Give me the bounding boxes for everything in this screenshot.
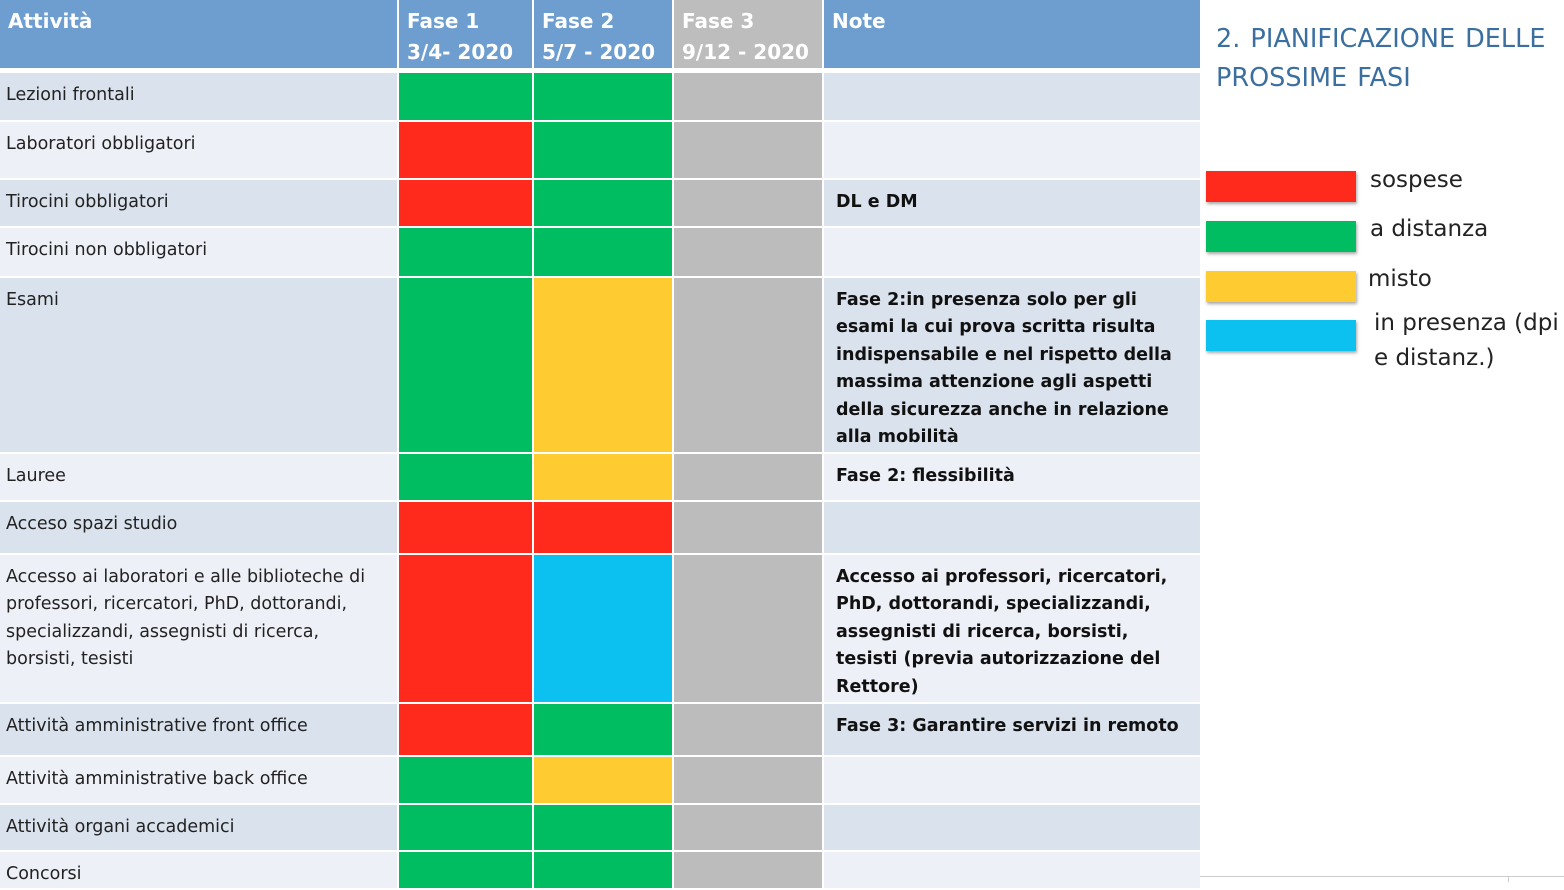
fase-1-status-cell	[398, 120, 534, 180]
fase-2-status-cell	[533, 276, 674, 454]
fase-3-status-cell	[673, 226, 824, 278]
table-row: Lezioni frontali	[0, 70, 1200, 122]
activity-cell: Esami	[0, 276, 399, 454]
fase-1-status-cell	[398, 553, 534, 704]
table-row: Concorsi	[0, 850, 1200, 890]
activity-cell: Attività amministrative back office	[0, 755, 399, 805]
note-cell: Accesso ai professori, ricercatori, PhD,…	[823, 553, 1200, 704]
fase-2-status-cell	[533, 755, 674, 805]
fase-1-status-cell	[398, 226, 534, 278]
fase-3-status-cell	[673, 500, 824, 555]
fase-2-status-cell	[533, 70, 674, 122]
activity-cell: Concorsi	[0, 850, 399, 890]
fase-2-status-cell	[533, 120, 674, 180]
legend-swatch-in-presenza	[1206, 320, 1356, 351]
legend-label-misto: misto	[1368, 266, 1432, 292]
activity-cell: Attività organi accademici	[0, 803, 399, 852]
note-cell	[823, 500, 1200, 555]
legend-swatch-misto	[1206, 271, 1356, 302]
fase-3-status-cell	[673, 702, 824, 757]
fase-2-status-cell	[533, 803, 674, 852]
activity-cell: Attività amministrative front office	[0, 702, 399, 757]
fase-1-status-cell	[398, 850, 534, 890]
fase-1-status-cell	[398, 276, 534, 454]
fase-1-status-cell	[398, 70, 534, 122]
activity-cell: Tirocini non obbligatori	[0, 226, 399, 278]
table-row: Attività amministrative back office	[0, 755, 1200, 805]
fase-2-status-cell	[533, 178, 674, 228]
fase-3-status-cell	[673, 276, 824, 454]
planning-table: Attività Fase 1 3/4- 2020 Fase 2 5/7 - 2…	[0, 0, 1200, 890]
fase-1-status-cell	[398, 702, 534, 757]
table-row: Tirocini non obbligatori	[0, 226, 1200, 278]
legend-label-in-presenza: in presenza (dpi e distanz.)	[1374, 310, 1559, 371]
note-cell	[823, 120, 1200, 180]
fase-2-status-cell	[533, 702, 674, 757]
fase-2-status-cell	[533, 500, 674, 555]
note-cell	[823, 755, 1200, 805]
activity-cell: Laboratori obbligatori	[0, 120, 399, 180]
table-row: Tirocini obbligatori DL e DM	[0, 178, 1200, 228]
table-row: Laboratori obbligatori	[0, 120, 1200, 180]
fase-3-status-cell	[673, 178, 824, 228]
fase-3-status-cell	[673, 120, 824, 180]
table-body: Lezioni frontali Laboratori obbligatori Ti…	[0, 70, 1200, 890]
header-note: Note	[823, 0, 1200, 73]
activity-cell: Lauree	[0, 452, 399, 502]
header-fase-2-date: 5/7 - 2020	[542, 40, 656, 64]
legend-label-a-distanza: a distanza	[1370, 216, 1489, 242]
fase-1-status-cell	[398, 803, 534, 852]
legend-label-sospese: sospese	[1370, 167, 1463, 193]
activity-cell: Acceso spazi studio	[0, 500, 399, 555]
table-row: Lauree Fase 2: flessibilità	[0, 452, 1200, 502]
legend-swatch-sospese	[1206, 171, 1356, 202]
note-cell: Fase 2: flessibilità	[823, 452, 1200, 502]
fase-1-status-cell	[398, 500, 534, 555]
activity-cell: Accesso ai laboratori e alle biblioteche…	[0, 553, 399, 704]
table-row: Attività amministrative front office Fase…	[0, 702, 1200, 757]
fase-1-status-cell	[398, 755, 534, 805]
header-attivita: Attività	[0, 0, 399, 73]
table-row: Accesso ai laboratori e alle biblioteche…	[0, 553, 1200, 704]
activity-cell: Tirocini obbligatori	[0, 178, 399, 228]
header-fase-3: Fase 3 9/12 - 2020	[673, 0, 824, 73]
note-cell	[823, 70, 1200, 122]
activity-cell: Lezioni frontali	[0, 70, 399, 122]
note-cell: DL e DM	[823, 178, 1200, 228]
table-row: Acceso spazi studio	[0, 500, 1200, 555]
fase-1-status-cell	[398, 452, 534, 502]
fase-2-status-cell	[533, 850, 674, 890]
table-row: Attività organi accademici	[0, 803, 1200, 852]
divider-tick	[1508, 876, 1509, 882]
note-cell: Fase 3: Garantire servizi in remoto	[823, 702, 1200, 757]
fase-3-status-cell	[673, 452, 824, 502]
section-title: 2. PIANIFICAZIONE DELLE PROSSIME FASI	[1216, 24, 1546, 93]
note-cell: Fase 2:in presenza solo per gli esami la…	[823, 276, 1200, 454]
fase-3-status-cell	[673, 803, 824, 852]
note-cell	[823, 803, 1200, 852]
table-header-row: Attività Fase 1 3/4- 2020 Fase 2 5/7 - 2…	[0, 0, 1200, 73]
header-fase-2: Fase 2 5/7 - 2020	[533, 0, 674, 73]
fase-1-status-cell	[398, 178, 534, 228]
header-fase-2-name: Fase 2	[542, 9, 615, 33]
divider-line	[1200, 876, 1564, 877]
header-fase-1: Fase 1 3/4- 2020	[398, 0, 534, 73]
fase-2-status-cell	[533, 452, 674, 502]
header-fase-3-name: Fase 3	[682, 9, 755, 33]
table-row: Esami Fase 2:in presenza solo per gli esa…	[0, 276, 1200, 454]
fase-2-status-cell	[533, 553, 674, 704]
fase-3-status-cell	[673, 755, 824, 805]
fase-3-status-cell	[673, 553, 824, 704]
fase-3-status-cell	[673, 850, 824, 890]
note-cell	[823, 850, 1200, 890]
header-fase-3-date: 9/12 - 2020	[682, 40, 809, 64]
header-fase-1-name: Fase 1	[407, 9, 480, 33]
fase-2-status-cell	[533, 226, 674, 278]
fase-3-status-cell	[673, 70, 824, 122]
legend-swatch-a-distanza	[1206, 221, 1356, 252]
header-fase-1-date: 3/4- 2020	[407, 40, 514, 64]
note-cell	[823, 226, 1200, 278]
